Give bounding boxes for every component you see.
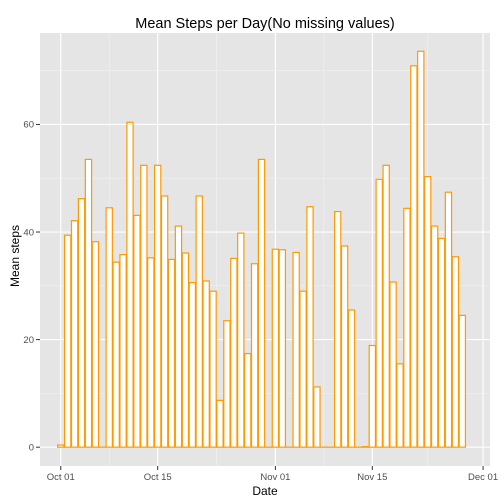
x-tick-label: Nov 15 [357, 472, 387, 483]
y-tick-label: 0 [29, 442, 34, 453]
y-tick-label: 40 [23, 227, 34, 238]
bar-2012-10-04 [77, 198, 86, 448]
x-tick-label: Nov 01 [260, 472, 290, 483]
chart-title: Mean Steps per Day(No missing values) [135, 16, 395, 32]
bar-2012-10-18 [174, 225, 183, 448]
bar-2012-11-11 [340, 245, 349, 448]
bar-2012-11-25 [437, 237, 446, 448]
x-tick-label: Oct 15 [144, 472, 172, 483]
bar-2012-10-12 [133, 214, 141, 448]
bar-2012-11-10 [333, 210, 342, 448]
y-axis-title: Mean steps [8, 225, 22, 287]
bar-2012-11-05 [299, 290, 307, 448]
bar-2012-11-16 [375, 178, 383, 448]
y-tick-label: 60 [23, 120, 34, 131]
bar-2012-10-16 [160, 195, 169, 448]
bar-2012-11-20 [403, 207, 411, 448]
bar-2012-10-27 [237, 232, 245, 448]
bar-2012-10-15 [153, 164, 162, 448]
bar-2012-11-15 [368, 344, 377, 448]
bar-2012-10-17 [167, 258, 176, 448]
bar-2012-10-24 [216, 399, 224, 448]
x-axis-title: Date [252, 484, 278, 498]
bar-2012-11-04 [292, 251, 300, 448]
bar-2012-10-02 [63, 234, 72, 448]
bar-2012-10-03 [70, 220, 79, 448]
bar-2012-10-25 [223, 320, 231, 448]
bar-2012-11-28 [458, 314, 467, 448]
x-axis: Oct 01 Oct 15 Nov 01 Nov 15 Dec 01 [47, 466, 498, 483]
x-tick-label: Oct 01 [47, 472, 75, 483]
bars [57, 50, 467, 448]
bar-2012-11-01 [271, 248, 280, 448]
bar-2012-11-23 [423, 176, 432, 448]
bar-2012-11-21 [410, 65, 418, 448]
bar-2012-11-18 [389, 281, 397, 448]
y-tick-label: 20 [23, 335, 34, 346]
bar-2012-11-19 [396, 363, 404, 448]
bar-2012-11-26 [444, 191, 453, 448]
bar-2012-10-29 [250, 263, 259, 448]
bar-2012-11-27 [451, 256, 460, 448]
bar-2012-11-17 [382, 164, 390, 448]
bar-2012-10-23 [209, 290, 217, 448]
bar-2012-10-13 [140, 164, 148, 448]
bar-2012-11-12 [347, 309, 356, 448]
bar-2012-10-30 [257, 158, 266, 448]
bar-2012-10-21 [195, 195, 203, 448]
bar-2012-11-22 [417, 50, 425, 448]
bar-2012-11-24 [430, 225, 439, 448]
bar-2012-11-06 [306, 206, 314, 448]
bar-2012-10-11 [126, 121, 134, 448]
bar-2012-10-19 [181, 252, 190, 448]
x-tick-label: Dec 01 [468, 472, 498, 483]
bar-2012-11-07 [313, 386, 321, 448]
bar-2012-10-14 [147, 257, 155, 448]
bar-2012-11-02 [278, 249, 287, 448]
bar-2012-10-22 [202, 280, 210, 448]
bar-2012-10-01 [57, 444, 65, 448]
bar-2012-10-20 [188, 281, 197, 448]
bar-2012-10-10 [119, 254, 127, 448]
bar-2012-11-14 [361, 446, 370, 448]
bar-2012-10-06 [91, 241, 100, 448]
bar-2012-10-26 [230, 257, 238, 448]
bar-2012-10-28 [243, 352, 252, 448]
bar-2012-10-08 [105, 207, 113, 448]
bar-2012-10-09 [112, 261, 120, 448]
y-axis: 0 20 40 60 [23, 120, 40, 453]
bar-2012-10-05 [84, 158, 93, 448]
